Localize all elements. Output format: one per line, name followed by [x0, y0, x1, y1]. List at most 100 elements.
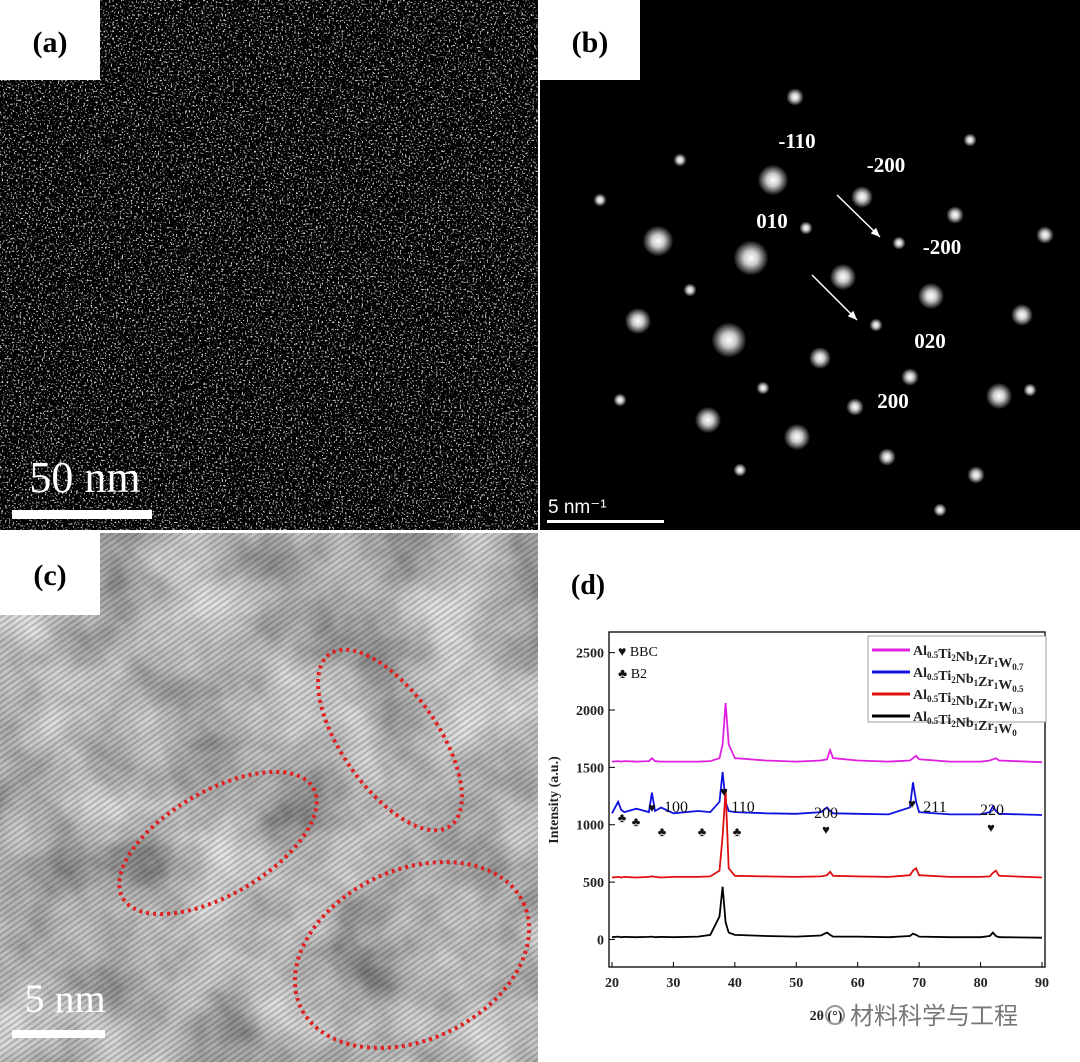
arrow	[811, 274, 858, 321]
annotation: 220	[980, 802, 1004, 819]
scale-label: 5 nm	[24, 976, 105, 1021]
diffraction-spot	[624, 307, 652, 335]
y-tick-label: 500	[583, 876, 604, 891]
panel-label: (b)	[572, 26, 609, 59]
diffraction-spot	[1011, 304, 1033, 326]
diffraction-spot	[757, 164, 789, 196]
diffraction-spot	[933, 503, 947, 517]
panel-label: (a)	[33, 26, 68, 59]
diffraction-spot	[869, 318, 883, 332]
image-b	[540, 0, 1080, 530]
diffraction-label: 200	[877, 389, 909, 413]
x-tick-label: 40	[728, 976, 742, 991]
annotation: ♣	[698, 824, 707, 839]
y-tick-label: 0	[597, 933, 604, 948]
scale-bar	[12, 1030, 105, 1038]
x-tick-label: 20	[605, 976, 619, 991]
y-axis-label: Intensity (a.u.)	[547, 756, 562, 844]
diffraction-spot	[711, 322, 747, 358]
diffraction-spot	[673, 153, 687, 167]
region-ellipse	[316, 647, 464, 833]
annotation: ♣	[658, 824, 667, 839]
diffraction-spot	[967, 466, 985, 484]
x-tick-label: 70	[912, 976, 926, 991]
x-tick-label: 90	[1035, 976, 1049, 991]
panel-label: (d)	[571, 570, 605, 601]
series-line	[611, 790, 1043, 879]
diffraction-spot	[733, 463, 747, 477]
annotation: ♥	[908, 796, 916, 811]
legend-label: Al0.5Ti2Nb1Zr1W0.3	[913, 688, 1024, 716]
diffraction-spot	[613, 393, 627, 407]
diffraction-label: 010	[756, 209, 788, 233]
legend-label: Al0.5Ti2Nb1Zr1W0	[913, 710, 1017, 738]
diffraction-spot	[829, 263, 857, 291]
annotation: ♣ B2	[618, 667, 647, 682]
diffraction-spot	[1023, 383, 1037, 397]
label-box	[0, 0, 100, 80]
diffraction-spot	[809, 347, 831, 369]
x-tick-label: 60	[851, 976, 865, 991]
diffraction-spot	[892, 236, 906, 250]
annotation: ♥	[720, 784, 728, 799]
diffraction-spot	[846, 398, 864, 416]
diffraction-spot	[799, 221, 813, 235]
diffraction-spot	[851, 186, 873, 208]
panel-label: (c)	[33, 559, 66, 592]
legend-label: Al0.5Ti2Nb1Zr1W0.7	[913, 644, 1024, 672]
panel-b: -110 -200 010 -200 020 200 (b) 5 nm⁻¹	[540, 0, 1080, 530]
series-line	[611, 703, 1043, 764]
diffraction-label: -110	[778, 129, 815, 153]
label-box	[540, 0, 640, 80]
diffraction-label: 020	[914, 329, 946, 353]
y-tick-label: 1500	[576, 761, 604, 776]
annotation: ♥	[822, 822, 830, 837]
diffraction-spot	[946, 206, 964, 224]
annotation: 200	[814, 805, 838, 822]
arrow	[836, 194, 881, 238]
watermark: 材料科学与工程	[850, 1002, 1018, 1030]
scale-bar	[547, 520, 664, 523]
panel-a: (a) 50 nm	[0, 0, 538, 530]
diffraction-spot	[642, 225, 674, 257]
plot-frame	[608, 631, 1046, 968]
region-ellipse	[117, 769, 319, 917]
panel-c: (c) 5 nm	[0, 533, 538, 1062]
annotation: ♥ BBC	[618, 645, 658, 660]
y-tick-label: 2500	[576, 647, 604, 662]
diffraction-label: -200	[867, 153, 906, 177]
scale-label: 5 nm⁻¹	[548, 497, 607, 518]
diffraction-spot	[694, 406, 722, 434]
diffraction-spot	[917, 282, 945, 310]
diffraction-spot	[786, 88, 804, 106]
annotation: ♥	[648, 800, 656, 815]
watermark-icon	[825, 1005, 845, 1025]
region-ellipse	[292, 860, 532, 1050]
diffraction-spot	[963, 133, 977, 147]
diffraction-spot	[878, 448, 896, 466]
lattice-fringes	[0, 533, 538, 1062]
diffraction-spot	[683, 283, 697, 297]
annotation: ♣	[632, 814, 641, 829]
diffraction-spot	[593, 193, 607, 207]
annotation: 211	[923, 799, 946, 816]
annotation: 110	[731, 799, 754, 816]
diffraction-spot	[756, 381, 770, 395]
annotation: 100	[664, 799, 688, 816]
scale-label: 50 nm	[29, 453, 140, 502]
annotation: ♣	[618, 810, 627, 825]
x-tick-label: 50	[789, 976, 803, 991]
arrow-head	[847, 310, 857, 320]
x-tick-label: 80	[974, 976, 988, 991]
diffraction-spot	[901, 368, 919, 386]
series-line	[611, 771, 1043, 816]
image-a-texture	[0, 0, 538, 530]
diffraction-spot	[985, 382, 1013, 410]
diffraction-spot	[783, 423, 811, 451]
x-tick-label: 30	[666, 976, 680, 991]
legend-label: Al0.5Ti2Nb1Zr1W0.5	[913, 666, 1024, 694]
arrow-head	[870, 227, 880, 237]
label-box	[0, 533, 100, 615]
